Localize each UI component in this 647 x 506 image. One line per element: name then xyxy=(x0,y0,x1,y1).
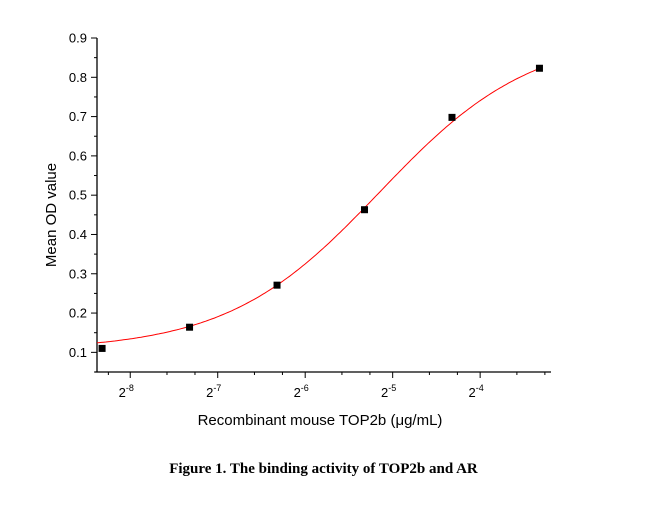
y-tick-label: 0.2 xyxy=(69,306,87,321)
y-tick-label: 0.9 xyxy=(69,31,87,46)
y-tick-label: 0.4 xyxy=(69,227,87,242)
x-tick-label: 2-8 xyxy=(119,383,134,400)
y-tick-label: 0.8 xyxy=(69,70,87,85)
data-point xyxy=(361,206,369,214)
data-point xyxy=(186,323,194,331)
x-tick-label: 2-6 xyxy=(294,383,309,400)
x-axis-label: Recombinant mouse TOP2b (μg/mL) xyxy=(198,412,443,429)
fit-curve xyxy=(96,68,540,344)
data-point xyxy=(448,113,456,121)
x-tick-label: 2-5 xyxy=(381,383,396,400)
data-point xyxy=(273,281,281,289)
y-axis-label: Mean OD value xyxy=(43,163,60,267)
y-tick-label: 0.6 xyxy=(69,148,87,163)
figure-caption: Figure 1. The binding activity of TOP2b … xyxy=(169,461,478,477)
data-point xyxy=(535,64,543,72)
y-tick-label: 0.5 xyxy=(69,188,87,203)
y-tick-label: 0.7 xyxy=(69,109,87,124)
x-tick-label: 2-7 xyxy=(206,383,221,400)
y-tick-label: 0.3 xyxy=(69,266,87,281)
y-tick-label: 0.1 xyxy=(69,345,87,360)
x-tick-label: 2-4 xyxy=(469,383,484,400)
data-point xyxy=(98,344,106,352)
